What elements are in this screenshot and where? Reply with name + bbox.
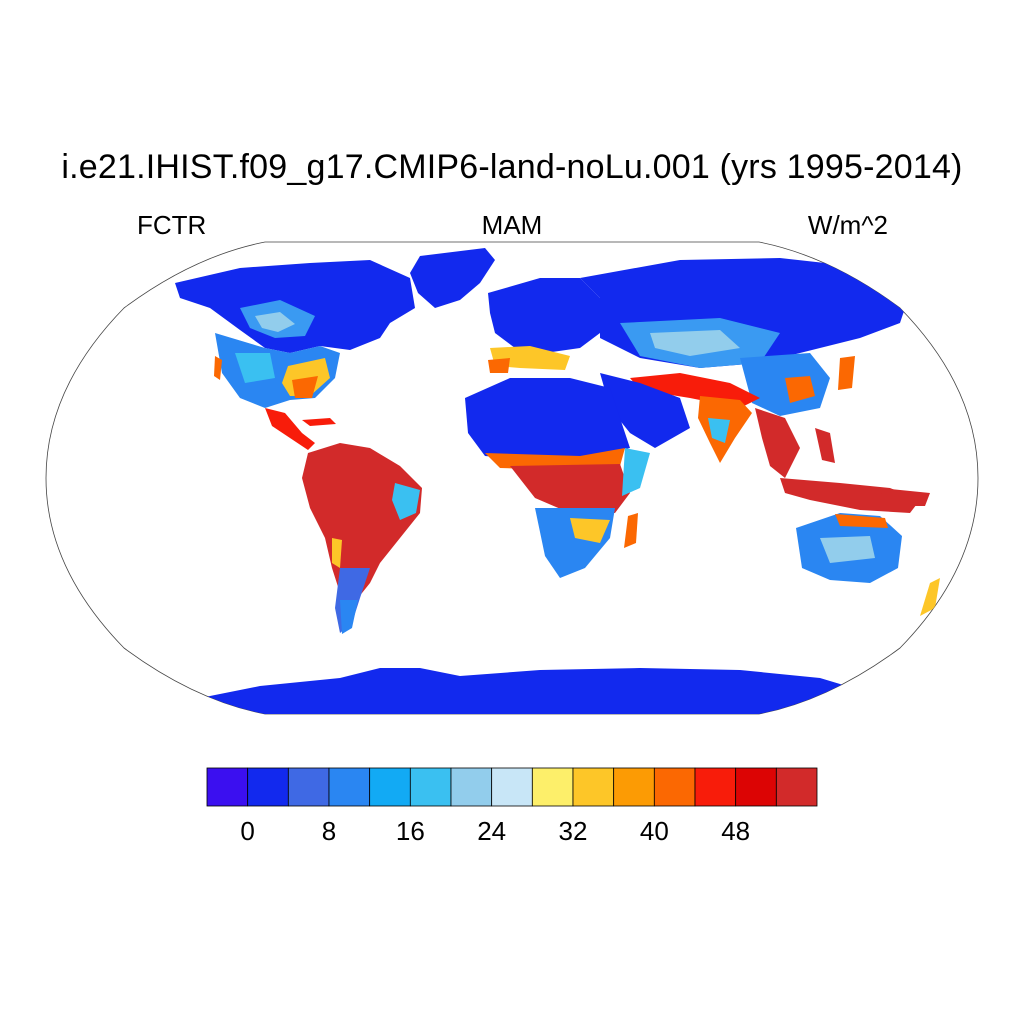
sahel (485, 448, 625, 470)
colorbar-box (531, 767, 574, 807)
usa-plains (235, 353, 275, 383)
variable-label: FCTR (137, 210, 207, 240)
japan (838, 356, 855, 390)
sahara (465, 378, 630, 460)
units-label: W/m^2 (807, 210, 888, 240)
world-map (45, 241, 979, 715)
colorbar-box (369, 767, 411, 807)
europe (488, 278, 600, 353)
central-africa (510, 464, 630, 513)
colorbar-tick-label: 48 (721, 816, 751, 846)
colorbar-tick-label: 0 (240, 816, 255, 846)
colorbar-tick-label: 16 (395, 816, 425, 846)
canada-pale (255, 312, 295, 332)
europe-south-warm (490, 346, 570, 370)
colorbar-box (247, 767, 289, 807)
southern-africa-warm (570, 518, 610, 543)
colorbar-box (409, 767, 452, 807)
plot-title: i.e21.IHIST.f09_g17.CMIP6-land-noLu.001 … (61, 148, 963, 186)
colorbar-box (450, 767, 493, 807)
madagascar (624, 513, 638, 548)
china-east-warm (785, 376, 815, 403)
colorbar-box (775, 767, 818, 807)
patagonia (340, 600, 358, 634)
colorbar-tick-label: 32 (558, 816, 588, 846)
colorbar-tick-label: 24 (477, 816, 507, 846)
australia-coast-warm (835, 514, 888, 528)
colorbar (206, 767, 818, 807)
colorbar-box (572, 767, 615, 807)
colorbar-box (206, 767, 249, 807)
caribbean (302, 418, 336, 426)
new-guinea (880, 488, 930, 506)
antarctica (200, 668, 900, 714)
australia-pale (820, 536, 875, 563)
colorbar-box (653, 767, 696, 807)
europe-mediterranean (488, 358, 510, 373)
central-america (265, 408, 315, 450)
arabia (600, 373, 690, 448)
greenland (410, 248, 495, 308)
colorbar-box (735, 767, 777, 807)
southeast-asia (755, 408, 800, 478)
philippines (815, 428, 835, 463)
central-asia-pale (650, 330, 740, 356)
colorbar-box (287, 767, 330, 807)
season-label: MAM (481, 210, 543, 240)
usa-southeast (292, 376, 318, 398)
colorbar-tick-label: 8 (321, 816, 337, 846)
north-america-north (175, 260, 415, 353)
colorbar-box (613, 767, 655, 807)
colorbar-box (694, 767, 737, 807)
colorbar-tick-label: 40 (639, 816, 669, 846)
china (740, 353, 830, 416)
colorbar-box (491, 767, 533, 807)
usa-west-coast (214, 356, 222, 380)
india-blue (708, 418, 730, 443)
colorbar-box (328, 767, 371, 807)
south-america-east-blue (392, 483, 420, 520)
andes-warm (332, 538, 342, 568)
east-africa (622, 448, 650, 496)
